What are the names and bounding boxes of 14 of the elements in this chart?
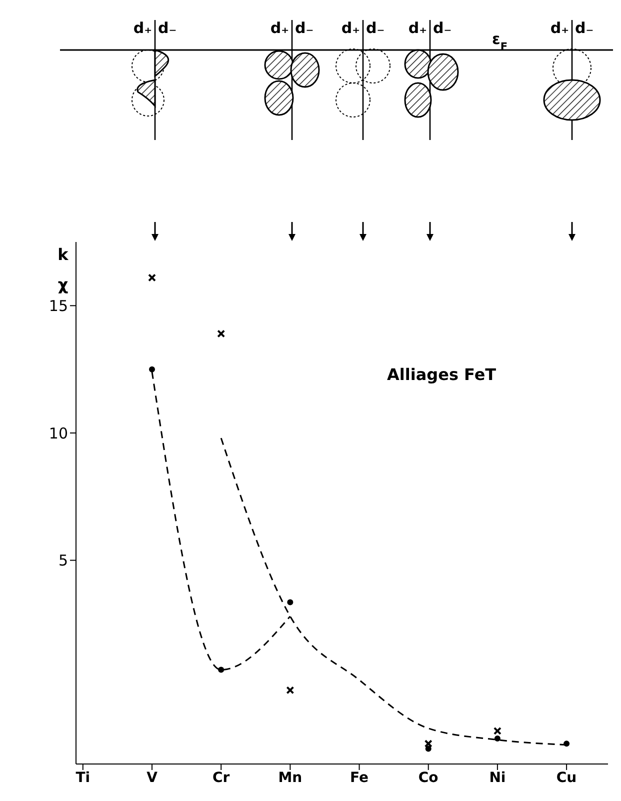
density-of-states-diagram: d₊ d₋ d₊ d₋ d₊ d₋ d₊ d₋ d₊ d₋ ε$_{F}$ xyxy=(60,19,613,140)
y-axis-title: k χ xyxy=(58,245,69,294)
x-tick-label: Fe xyxy=(350,770,369,786)
x-tick-label: Cr xyxy=(212,770,230,786)
x-tick-label: Ti xyxy=(76,770,90,786)
y-tick-label: 5 xyxy=(58,552,68,570)
y-tick-label: 15 xyxy=(48,296,68,315)
x-tick-label: Mn xyxy=(278,770,302,786)
annotation: Alliages FeT xyxy=(387,365,496,384)
x-tick-label: V xyxy=(146,770,158,786)
x-tick-label: Cu xyxy=(556,770,577,786)
x-tick-label: Ni xyxy=(489,770,506,786)
y-tick-label: 10 xyxy=(48,424,68,442)
x-tick-label: Co xyxy=(418,770,439,786)
